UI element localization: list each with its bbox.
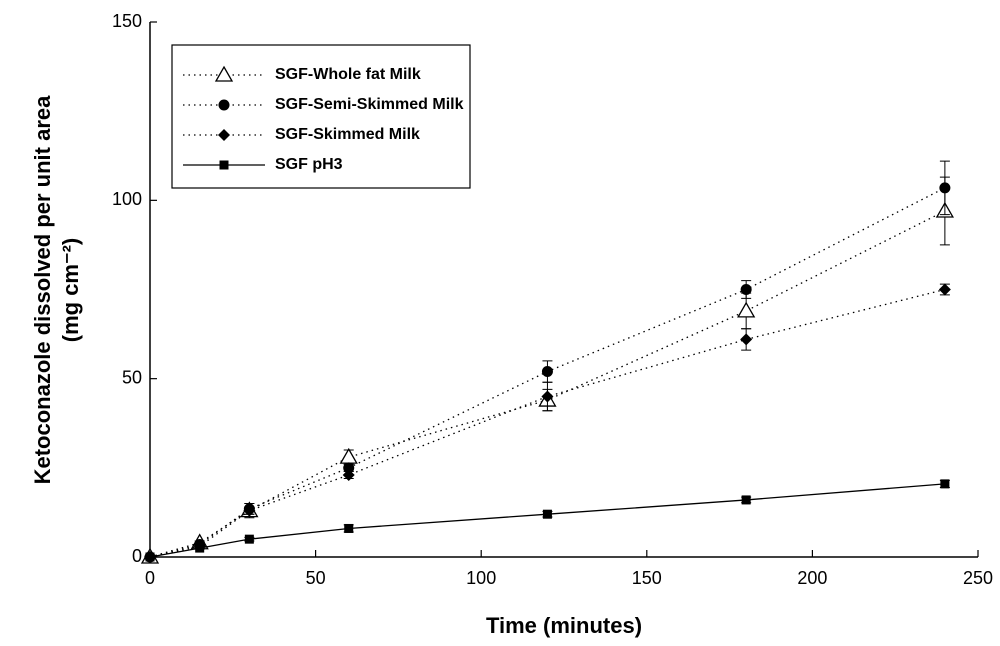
marker	[541, 390, 554, 403]
x-tick-label: 50	[306, 568, 326, 588]
marker	[342, 468, 355, 481]
x-axis-label: Time (minutes)	[486, 613, 642, 638]
x-tick-label: 100	[466, 568, 496, 588]
x-tick-label: 150	[632, 568, 662, 588]
marker	[542, 509, 552, 519]
y-axis-label: (mg cm⁻²)	[58, 238, 83, 343]
legend-label: SGF-Whole fat Milk	[275, 66, 421, 83]
marker	[939, 182, 951, 194]
marker	[219, 160, 229, 170]
legend-box	[171, 44, 471, 189]
marker	[214, 65, 234, 82]
marker	[737, 301, 756, 318]
legend-label: SGF-Skimmed Milk	[275, 126, 420, 143]
marker	[244, 534, 254, 544]
marker	[938, 283, 951, 296]
y-axis-label: Ketoconazole dissolved per unit area	[30, 95, 55, 485]
marker	[541, 366, 553, 378]
marker	[145, 552, 155, 562]
marker	[343, 462, 355, 474]
marker	[741, 495, 751, 505]
marker	[344, 523, 354, 533]
y-tick-label: 150	[112, 11, 142, 31]
marker	[218, 99, 230, 111]
series-line	[149, 483, 945, 558]
marker	[339, 447, 358, 464]
y-tick-label: 0	[132, 546, 142, 566]
marker	[243, 504, 256, 517]
marker	[940, 479, 950, 489]
x-tick-label: 200	[797, 568, 827, 588]
marker	[740, 333, 753, 346]
y-tick-label: 50	[122, 367, 142, 387]
marker	[740, 284, 752, 295]
y-tick-label: 100	[112, 189, 142, 209]
x-tick-label: 250	[963, 568, 993, 588]
legend-label: SGF-Semi-Skimmed Milk	[275, 96, 464, 113]
legend-label: SGF pH3	[275, 156, 343, 173]
marker	[218, 129, 230, 141]
x-tick-label: 0	[145, 568, 155, 588]
marker	[195, 543, 205, 553]
